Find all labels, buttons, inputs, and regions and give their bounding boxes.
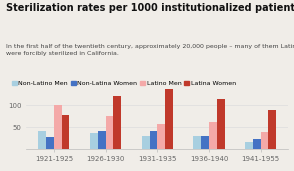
Bar <box>46 137 54 149</box>
Bar <box>106 116 113 149</box>
Bar <box>142 136 150 149</box>
Text: In the first half of the twentieth century, approximately 20,000 people – many o: In the first half of the twentieth centu… <box>6 44 294 56</box>
Bar <box>98 131 106 149</box>
Bar <box>253 139 261 149</box>
Bar <box>193 136 201 149</box>
Bar <box>268 110 276 149</box>
Bar <box>90 133 98 149</box>
Bar <box>38 131 46 149</box>
Bar <box>62 115 69 149</box>
Bar <box>245 142 253 149</box>
Bar <box>157 124 165 149</box>
Bar <box>217 99 225 149</box>
Bar <box>165 89 173 149</box>
Bar <box>261 132 268 149</box>
Bar <box>209 122 217 149</box>
Legend: Non-Latino Men, Non-Latina Women, Latino Men, Latina Women: Non-Latino Men, Non-Latina Women, Latino… <box>9 78 238 89</box>
Text: Sterilization rates per 1000 institutionalized patients: Sterilization rates per 1000 institution… <box>6 3 294 12</box>
Bar <box>201 136 209 149</box>
Bar <box>113 96 121 149</box>
Bar <box>54 106 62 149</box>
Bar <box>150 131 157 149</box>
